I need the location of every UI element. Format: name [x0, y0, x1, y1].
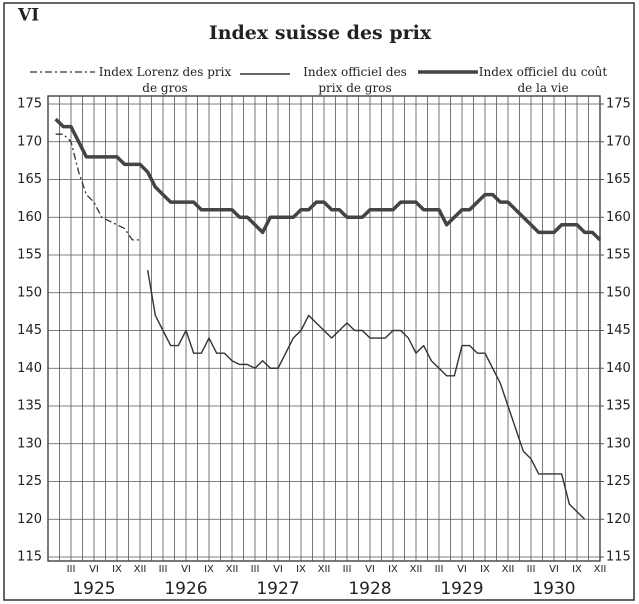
y2-tick-label: 120: [606, 512, 631, 527]
x-tick-label: VI: [181, 564, 191, 575]
x-tick-label: VI: [273, 564, 283, 575]
x-tick-label: IX: [112, 564, 122, 575]
y2-tick-label: 125: [606, 474, 631, 489]
year-label: 1929: [440, 579, 483, 599]
x-tick-label: IX: [572, 564, 582, 575]
y-tick-label: 135: [17, 399, 42, 414]
x-tick-label: VI: [89, 564, 99, 575]
y2-tick-label: 145: [606, 323, 631, 338]
x-tick-label: III: [527, 564, 536, 575]
y2-tick-label: 135: [606, 399, 631, 414]
legend-entry: Index Lorenz des prix de gros: [98, 65, 232, 95]
y-tick-label: 120: [17, 512, 42, 527]
year-label: 1925: [72, 579, 115, 599]
y2-tick-label: 115: [606, 550, 631, 565]
year-label: 1930: [532, 579, 575, 599]
x-tick-label: XII: [410, 564, 423, 575]
x-tick-label: IX: [204, 564, 214, 575]
y-tick-label: 160: [17, 210, 42, 225]
x-tick-label: III: [343, 564, 352, 575]
y-tick-label: 170: [17, 134, 42, 149]
y-tick-label: 155: [17, 248, 42, 263]
series-line: [146, 269, 586, 520]
x-tick-label: XII: [134, 564, 147, 575]
x-tick-label: XII: [502, 564, 515, 575]
x-tick-label: III: [67, 564, 76, 575]
x-tick-label: VI: [549, 564, 559, 575]
y2-tick-label: 160: [606, 210, 631, 225]
chart-title: Index suisse des prix: [209, 22, 432, 44]
x-tick-label: VI: [457, 564, 467, 575]
panel-label: VI: [17, 6, 39, 26]
series-line: [54, 117, 602, 242]
y2-tick-label: 155: [606, 248, 631, 263]
x-tick-label: III: [435, 564, 444, 575]
frame: [3, 2, 635, 601]
y2-tick-label: 150: [606, 285, 631, 300]
x-tick-label: IX: [480, 564, 490, 575]
x-tick-label: IX: [388, 564, 398, 575]
year-label: 1926: [164, 579, 207, 599]
x-tick-label: IX: [296, 564, 306, 575]
year-label: 1927: [256, 579, 299, 599]
y-tick-label: 165: [17, 172, 42, 187]
y2-tick-label: 165: [606, 172, 631, 187]
legend-entry: Index officiel des prix de gros: [303, 65, 407, 95]
x-tick-label: XII: [226, 564, 239, 575]
y-tick-label: 140: [17, 361, 42, 376]
series-line: [55, 133, 140, 241]
y2-tick-label: 175: [606, 97, 631, 112]
y2-tick-label: 170: [606, 134, 631, 149]
legend-entry: Index officiel du coût de la vie: [478, 65, 608, 95]
year-label: 1928: [348, 579, 391, 599]
x-tick-label: III: [251, 564, 260, 575]
x-tick-label: III: [159, 564, 168, 575]
x-tick-label: XII: [594, 564, 607, 575]
y2-tick-label: 130: [606, 436, 631, 451]
y-tick-label: 145: [17, 323, 42, 338]
y-tick-label: 115: [17, 550, 42, 565]
y-tick-label: 150: [17, 285, 42, 300]
y-tick-label: 175: [17, 97, 42, 112]
x-tick-label: XII: [318, 564, 331, 575]
y-tick-label: 125: [17, 474, 42, 489]
x-tick-label: VI: [365, 564, 375, 575]
y2-tick-label: 140: [606, 361, 631, 376]
y-tick-label: 130: [17, 436, 42, 451]
